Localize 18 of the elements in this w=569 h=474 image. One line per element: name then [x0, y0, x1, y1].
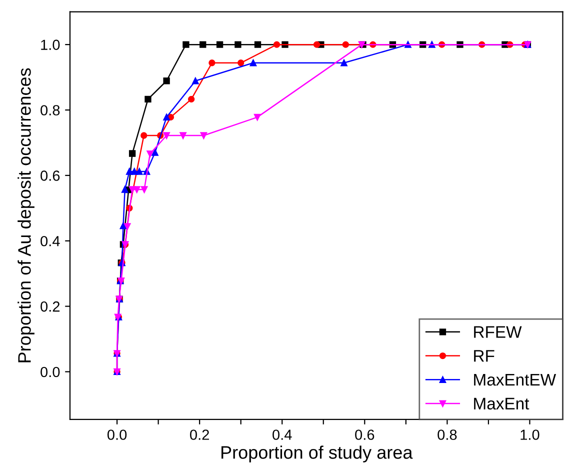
- x-tick-label: 1.0: [520, 430, 540, 440]
- x-tick-label: 0.6: [355, 430, 374, 440]
- legend-label: RF: [474, 350, 494, 362]
- y-tick-label: 0.2: [40, 301, 60, 312]
- x-axis-title: Proportion of study area: [222, 446, 413, 462]
- x-tick-label: 0.2: [190, 430, 209, 440]
- x-tick-label: 0.4: [272, 430, 292, 440]
- legend-label: RFEW: [474, 326, 522, 338]
- y-tick-label: 0.6: [40, 170, 60, 181]
- x-tick-label: 0.0: [107, 430, 127, 440]
- y-tick-label: 0.8: [40, 105, 60, 116]
- y-tick-label: 0.0: [40, 366, 60, 378]
- y-axis-title: Proportion of Au deposit occurrences: [18, 68, 34, 362]
- legend-label: MaxEntEW: [474, 374, 556, 386]
- y-tick-label: 0.4: [40, 236, 60, 246]
- y-tick-label: 1.0: [41, 40, 60, 50]
- legend-label: MaxEnt: [474, 398, 530, 410]
- x-tick-label: 0.8: [438, 430, 457, 440]
